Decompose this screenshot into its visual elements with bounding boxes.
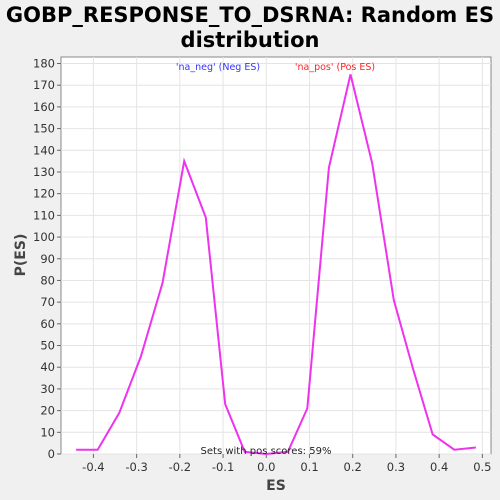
chart-title-line1: GOBP_RESPONSE_TO_DSRNA: Random ES — [6, 3, 494, 27]
x-tick-label: -0.2 — [169, 460, 191, 474]
y-tick-label: 120 — [33, 187, 55, 201]
x-tick-label: 0.5 — [473, 460, 491, 474]
y-tick-label: 150 — [33, 122, 55, 136]
grid — [61, 57, 491, 455]
y-tick-label: 50 — [40, 339, 55, 353]
y-tick-label: 110 — [33, 208, 55, 222]
y-tick-label: 140 — [33, 143, 55, 157]
y-axis-ticks: 0 10 20 30 40 50 60 70 80 90 100 110 120 130 140 150 160… — [33, 57, 61, 461]
y-tick-label: 90 — [40, 252, 55, 266]
y-tick-label: 10 — [40, 425, 55, 439]
x-tick-label: -0.4 — [82, 460, 104, 474]
y-tick-label: 20 — [40, 404, 55, 418]
y-tick-label: 60 — [40, 317, 55, 331]
y-tick-label: 80 — [40, 273, 55, 287]
y-tick-label: 170 — [33, 78, 55, 92]
x-tick-label: 0.0 — [257, 460, 275, 474]
y-tick-label: 0 — [48, 447, 55, 461]
x-tick-label: 0.2 — [344, 460, 362, 474]
y-tick-label: 40 — [40, 360, 55, 374]
chart-title-line2: distribution — [181, 28, 320, 52]
y-tick-label: 30 — [40, 382, 55, 396]
series-group — [76, 74, 477, 456]
legend-neg: 'na_neg' (Neg ES) — [176, 62, 260, 73]
x-tick-label: 0.3 — [387, 460, 405, 474]
y-axis-label: P(ES) — [13, 234, 29, 277]
legend-pos: 'na_pos' (Pos ES) — [295, 62, 375, 73]
y-tick-label: 100 — [33, 230, 55, 244]
x-tick-label: -0.1 — [212, 460, 234, 474]
x-tick-label: -0.3 — [125, 460, 147, 474]
x-tick-label: 0.1 — [300, 460, 318, 474]
y-tick-label: 160 — [33, 100, 55, 114]
pos-scores-annotation: Sets with pos scores: 59% — [201, 446, 332, 457]
x-axis-label: ES — [266, 478, 286, 494]
x-axis-ticks: -0.4 -0.3 -0.2 -0.1 0.0 0.1 0.2 0.3 0.4 0.5 — [82, 454, 492, 474]
x-tick-label: 0.4 — [430, 460, 448, 474]
y-tick-label: 180 — [33, 57, 55, 71]
y-tick-label: 70 — [40, 295, 55, 309]
y-tick-label: 130 — [33, 165, 55, 179]
series-line — [76, 74, 477, 456]
